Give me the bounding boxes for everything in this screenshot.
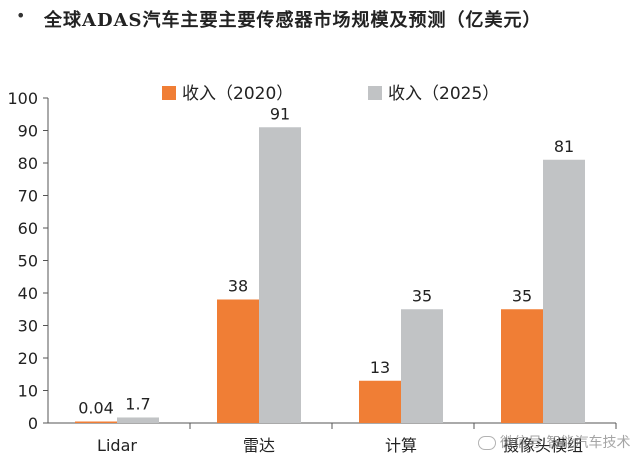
y-tick-label: 80 xyxy=(18,154,38,173)
legend-swatch xyxy=(368,86,382,100)
bar xyxy=(501,309,543,423)
bar xyxy=(543,159,585,423)
legend-label: 收入（2020） xyxy=(182,84,293,104)
watermark-text: 微信号 智能汽车技术 xyxy=(500,435,631,451)
data-label: 0.04 xyxy=(78,399,114,418)
data-label: 35 xyxy=(512,286,532,305)
watermark: 微信号 智能汽车技术 xyxy=(478,432,630,452)
y-tick-label: 30 xyxy=(18,317,38,336)
chart-title: 全球ADAS汽车主要主要传感器市场规模及预测（亿美元） xyxy=(44,10,542,31)
bar xyxy=(117,417,159,423)
x-tick-label: 雷达 xyxy=(243,436,275,455)
y-tick-label: 40 xyxy=(18,284,38,303)
y-tick-label: 100 xyxy=(7,89,38,108)
data-label: 91 xyxy=(270,104,290,123)
y-tick-label: 60 xyxy=(18,219,38,238)
y-tick-label: 20 xyxy=(18,349,38,368)
y-tick-label: 70 xyxy=(18,187,38,206)
legend-label: 收入（2025） xyxy=(388,84,499,104)
y-tick-label: 10 xyxy=(18,382,38,401)
y-tick-label: 0 xyxy=(28,414,38,433)
legend-swatch xyxy=(162,86,176,100)
x-tick-label: 摄像头模组 xyxy=(503,436,583,455)
data-label: 13 xyxy=(370,358,390,377)
bar xyxy=(359,380,401,423)
data-label: 38 xyxy=(228,277,248,296)
bar xyxy=(217,299,259,423)
title-bullet: • xyxy=(16,6,26,25)
wechat-icon xyxy=(478,436,496,450)
data-label: 1.7 xyxy=(125,394,150,413)
y-tick-label: 50 xyxy=(18,252,38,271)
bar xyxy=(259,127,301,423)
bar xyxy=(401,309,443,423)
x-tick-label: Lidar xyxy=(97,436,137,455)
data-label: 35 xyxy=(412,286,432,305)
x-tick-label: 计算 xyxy=(385,436,417,455)
y-tick-label: 90 xyxy=(18,122,38,141)
bar xyxy=(75,421,117,423)
data-label: 81 xyxy=(554,137,574,156)
